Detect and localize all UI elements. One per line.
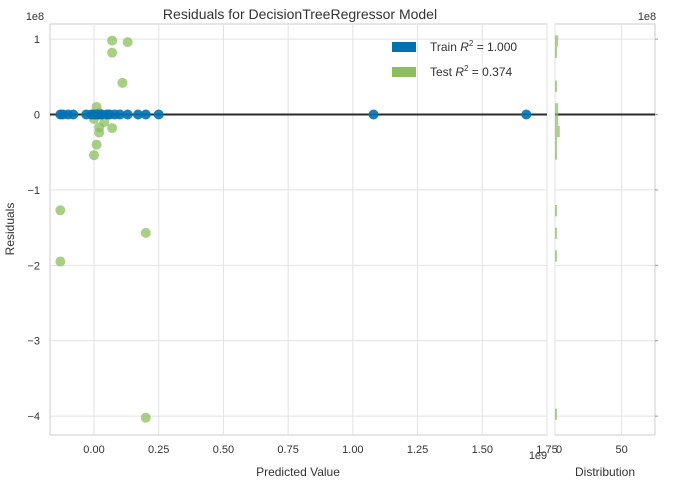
distribution-y-exponent-label: 1e8 [638,11,656,23]
legend-train-r-symbol: R [460,40,469,54]
y-tick-label: 0 [34,109,40,121]
distribution-bar [555,250,557,262]
main-plot-frame [49,23,548,436]
y-exponent-label: 1e8 [26,11,44,23]
test-point [140,227,151,238]
x-tick-label: 1.75 [536,444,557,456]
y-tick-label: −1 [27,185,40,197]
y-tick-label: 1 [34,34,40,46]
test-point [91,139,102,150]
legend-swatch-train [392,42,416,52]
chart-title: Residuals for DecisionTreeRegressor Mode… [163,6,437,22]
train-point [521,109,532,120]
distribution-bar [555,103,559,115]
test-point [117,77,128,88]
distribution-bar [555,227,557,239]
distribution-x-axis-label: Distribution [575,465,635,479]
y-ticks: 1 0 −1 −2 −3 −4 [27,34,40,423]
distribution-bar [555,114,559,126]
distribution-bar [555,46,557,58]
test-point [107,47,118,58]
distribution-bar [555,408,557,420]
x-tick-label: 0.25 [148,444,169,456]
x-tick-label: 0.50 [213,444,234,456]
test-point [122,37,133,48]
points-layer [55,35,532,423]
legend-test-value: = 0.374 [468,65,512,79]
y-tick-label: −4 [27,411,40,423]
legend-train-value: = 1.000 [473,40,517,54]
legend-swatch-test [392,67,416,77]
legend-train-superscript: 2 [469,39,474,48]
train-point [133,109,144,120]
legend: Train R2 = 1.000 Test R2 = 0.374 [392,39,517,79]
distribution-x-tick-label: 50 [616,444,628,456]
legend-label-train: Train R2 = 1.000 [430,39,517,54]
distribution-plot-area: 0 50 [554,23,658,456]
distribution-bar [555,148,557,160]
x-tick-label: 1.00 [342,444,363,456]
y-axis-label: Residuals [3,203,17,256]
test-point [107,35,118,46]
x-tick-label: 1.50 [472,444,493,456]
legend-test-r-symbol: R [455,65,464,79]
y-tick-label: −2 [27,260,40,272]
test-point [107,123,118,134]
train-point [140,109,151,120]
distribution-bar [555,80,557,92]
x-tick-label: 0.00 [83,444,104,456]
x-ticks: 0.00 0.25 0.50 0.75 1.00 1.25 1.50 1.75 [83,444,557,456]
legend-test-superscript: 2 [464,64,469,73]
y-tick-label: −3 [27,336,40,348]
train-point [368,109,379,120]
distribution-bar [555,137,557,149]
legend-label-test: Test R2 = 0.374 [430,64,513,79]
train-point [68,109,79,120]
train-point [122,109,133,120]
x-tick-label: 1.25 [407,444,428,456]
distribution-bars [555,35,560,420]
distribution-bar [555,125,560,138]
distribution-bar [555,35,559,47]
test-point [55,256,66,267]
x-exponent-label: 1e9 [529,450,547,462]
distribution-x-tick-label: 0 [556,444,562,456]
legend-test-base: Test [430,65,455,79]
test-point [94,127,105,138]
x-tick-label: 0.75 [277,444,298,456]
train-point [114,109,125,120]
test-point [55,205,66,216]
train-point [153,109,164,120]
distribution-ticks: 0 50 [556,444,628,456]
x-axis-label: Predicted Value [256,465,340,479]
distribution-plot-frame [554,23,656,436]
legend-train-base: Train [430,40,460,54]
test-point [140,412,151,423]
distribution-bar [555,204,557,217]
test-point [89,150,100,161]
main-plot-area: 0.00 0.25 0.50 0.75 1.00 1.25 1.50 1.75 1 0 −1 −2 −… [27,23,558,456]
